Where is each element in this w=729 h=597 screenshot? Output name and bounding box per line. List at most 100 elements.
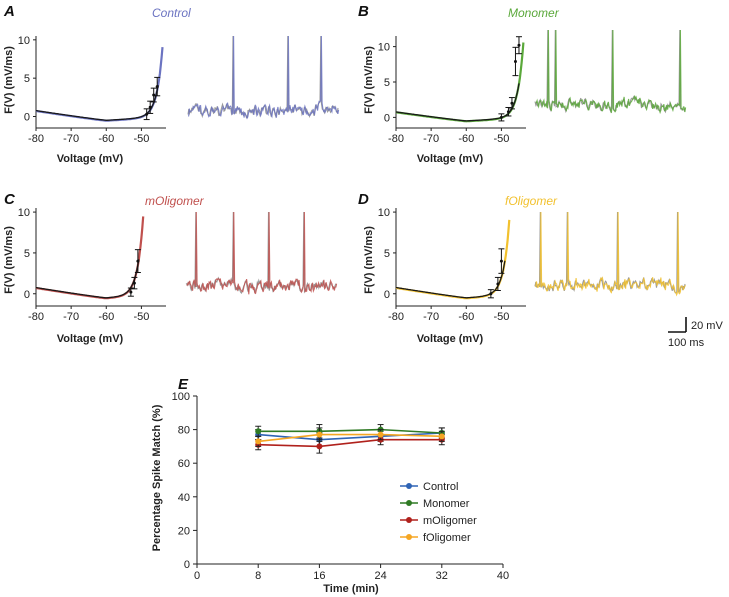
panel-a-data-curve [35, 47, 164, 122]
panel-a-fit-curve [35, 84, 159, 121]
panel-b-trace-model [535, 29, 687, 115]
panel-c-errorbar-point [136, 259, 140, 263]
panel-a-y-tick-label: 0 [24, 112, 30, 124]
panel-a-errorbar-point [155, 85, 159, 89]
panel-e-series-line-monomer [258, 428, 442, 434]
panel-d-errorbar-point [489, 292, 493, 296]
panel-b-ylabel: F(V) (mV/ms) [363, 46, 375, 114]
panel-d-ylabel: F(V) (mV/ms) [363, 226, 375, 294]
panel-d-letter: D [358, 191, 369, 208]
panel-b-errorbar-point [499, 115, 503, 119]
panel-e-point-foligomer [377, 431, 384, 438]
panel-a: A Control Voltage (mV) F(V) (mV/ms) -80 -… [3, 3, 340, 165]
panel-b-x-tick-label: -70 [423, 133, 439, 145]
panel-d: D fOligomer Voltage (mV) F(V) (mV/ms) -8… [358, 191, 686, 345]
panel-c-letter: C [4, 191, 16, 208]
panel-b-errorbar-point [517, 43, 521, 47]
panel-e-point-moligomer [316, 443, 323, 450]
panel-c-errorbar-point [132, 281, 136, 285]
panel-d-trace-model [535, 211, 686, 297]
panel-a-trace-model [188, 35, 340, 120]
panel-e-y-tick-label: 100 [172, 391, 190, 403]
panel-c-x-tick-label: -50 [133, 311, 149, 323]
panel-a-y-tick-label: 10 [18, 35, 30, 47]
panel-b-fit-curve [395, 83, 520, 122]
panel-b-x-tick-label: -60 [458, 133, 474, 145]
panel-d-trace-recorded [534, 211, 686, 294]
panel-a-x-tick-label: -60 [98, 133, 114, 145]
legend-swatch-marker [406, 500, 412, 506]
panel-e-x-tick-label: 8 [255, 570, 261, 582]
panel-e-series-line-moligomer [258, 438, 442, 448]
panel-a-x-tick-label: -70 [63, 133, 79, 145]
panel-c-xlabel: Voltage (mV) [57, 333, 124, 345]
panel-a-xlabel: Voltage (mV) [57, 153, 124, 165]
panel-e-point-foligomer [255, 438, 262, 445]
panel-b-data-curve [395, 42, 525, 123]
panel-c-x-tick-label: -60 [98, 311, 114, 323]
panel-a-ylabel: F(V) (mV/ms) [3, 46, 15, 114]
panel-c-errorbar-point [129, 290, 133, 294]
legend-label-monomer: Monomer [423, 498, 470, 510]
panel-e-ylabel: Percentage Spike Match (%) [151, 404, 163, 551]
panel-d-title: fOligomer [505, 194, 558, 208]
panel-c-y-tick-label: 0 [24, 289, 30, 301]
panel-d-fit-curve [395, 260, 506, 299]
panel-e-x-tick-label: 40 [497, 570, 509, 582]
panel-b-y-tick-label: 10 [378, 42, 390, 54]
panel-e-xlabel: Time (min) [323, 583, 379, 595]
panel-c-data-curve [35, 216, 145, 300]
legend-swatch-marker [406, 534, 412, 540]
panel-a-title: Control [152, 6, 191, 20]
panel-e-y-tick-label: 60 [178, 458, 190, 470]
panel-c: C mOligomer Voltage (mV) F(V) (mV/ms) -8… [3, 191, 338, 345]
panel-b-errorbar-point [510, 101, 514, 105]
panel-b-title: Monomer [508, 6, 560, 20]
panel-b-errorbar-point [513, 59, 517, 63]
panel-d-x-tick-label: -50 [493, 311, 509, 323]
legend-label-control: Control [423, 481, 458, 493]
legend-swatch-marker [406, 483, 412, 489]
panel-e-x-tick-label: 32 [436, 570, 448, 582]
panel-b-letter: B [358, 3, 369, 20]
panel-d-data-curve [395, 219, 511, 300]
panel-c-fit-curve [35, 259, 140, 299]
panel-b-x-tick-label: -80 [388, 133, 404, 145]
panel-b: B Monomer Voltage (mV) F(V) (mV/ms) -80 -… [358, 3, 687, 165]
panel-e: E Time (min) Percentage Spike Match (%) … [151, 376, 509, 595]
panel-e-letter: E [178, 376, 189, 393]
panel-e-x-tick-label: 0 [194, 570, 200, 582]
panel-d-xlabel: Voltage (mV) [417, 333, 484, 345]
panel-e-y-tick-label: 40 [178, 492, 190, 504]
scale-bar: 20 mV 100 ms [668, 317, 723, 349]
panel-d-x-tick-label: -60 [458, 311, 474, 323]
panel-e-x-tick-label: 16 [313, 570, 325, 582]
panel-a-y-tick-label: 5 [24, 73, 30, 85]
panel-d-errorbar-point [499, 259, 503, 263]
panel-a-x-tick-label: -50 [133, 133, 149, 145]
panel-d-x-tick-label: -70 [423, 311, 439, 323]
panel-a-errorbar-point [148, 105, 152, 109]
panel-e-series-line-foligomer [258, 433, 442, 443]
panel-b-xlabel: Voltage (mV) [417, 153, 484, 165]
panel-e-point-monomer [255, 428, 262, 435]
panel-d-y-tick-label: 0 [384, 289, 390, 301]
panel-b-y-tick-label: 5 [384, 77, 390, 89]
panel-c-x-tick-label: -80 [28, 311, 44, 323]
panel-c-ylabel: F(V) (mV/ms) [3, 226, 15, 294]
panel-a-letter: A [3, 3, 15, 20]
panel-e-x-tick-label: 24 [374, 570, 386, 582]
panel-b-trace-recorded [534, 29, 686, 114]
panel-e-point-foligomer [316, 431, 323, 438]
panel-e-y-tick-label: 0 [184, 559, 190, 571]
panel-d-y-tick-label: 10 [378, 207, 390, 219]
legend-label-foligomer: fOligomer [423, 532, 471, 544]
panel-e-y-tick-label: 20 [178, 525, 190, 537]
panel-d-y-tick-label: 5 [384, 248, 390, 260]
panel-e-y-tick-label: 80 [178, 425, 190, 437]
panel-b-x-tick-label: -50 [493, 133, 509, 145]
panel-b-y-tick-label: 0 [384, 112, 390, 124]
panel-c-trace-model [186, 211, 338, 295]
panel-e-point-foligomer [438, 433, 445, 440]
